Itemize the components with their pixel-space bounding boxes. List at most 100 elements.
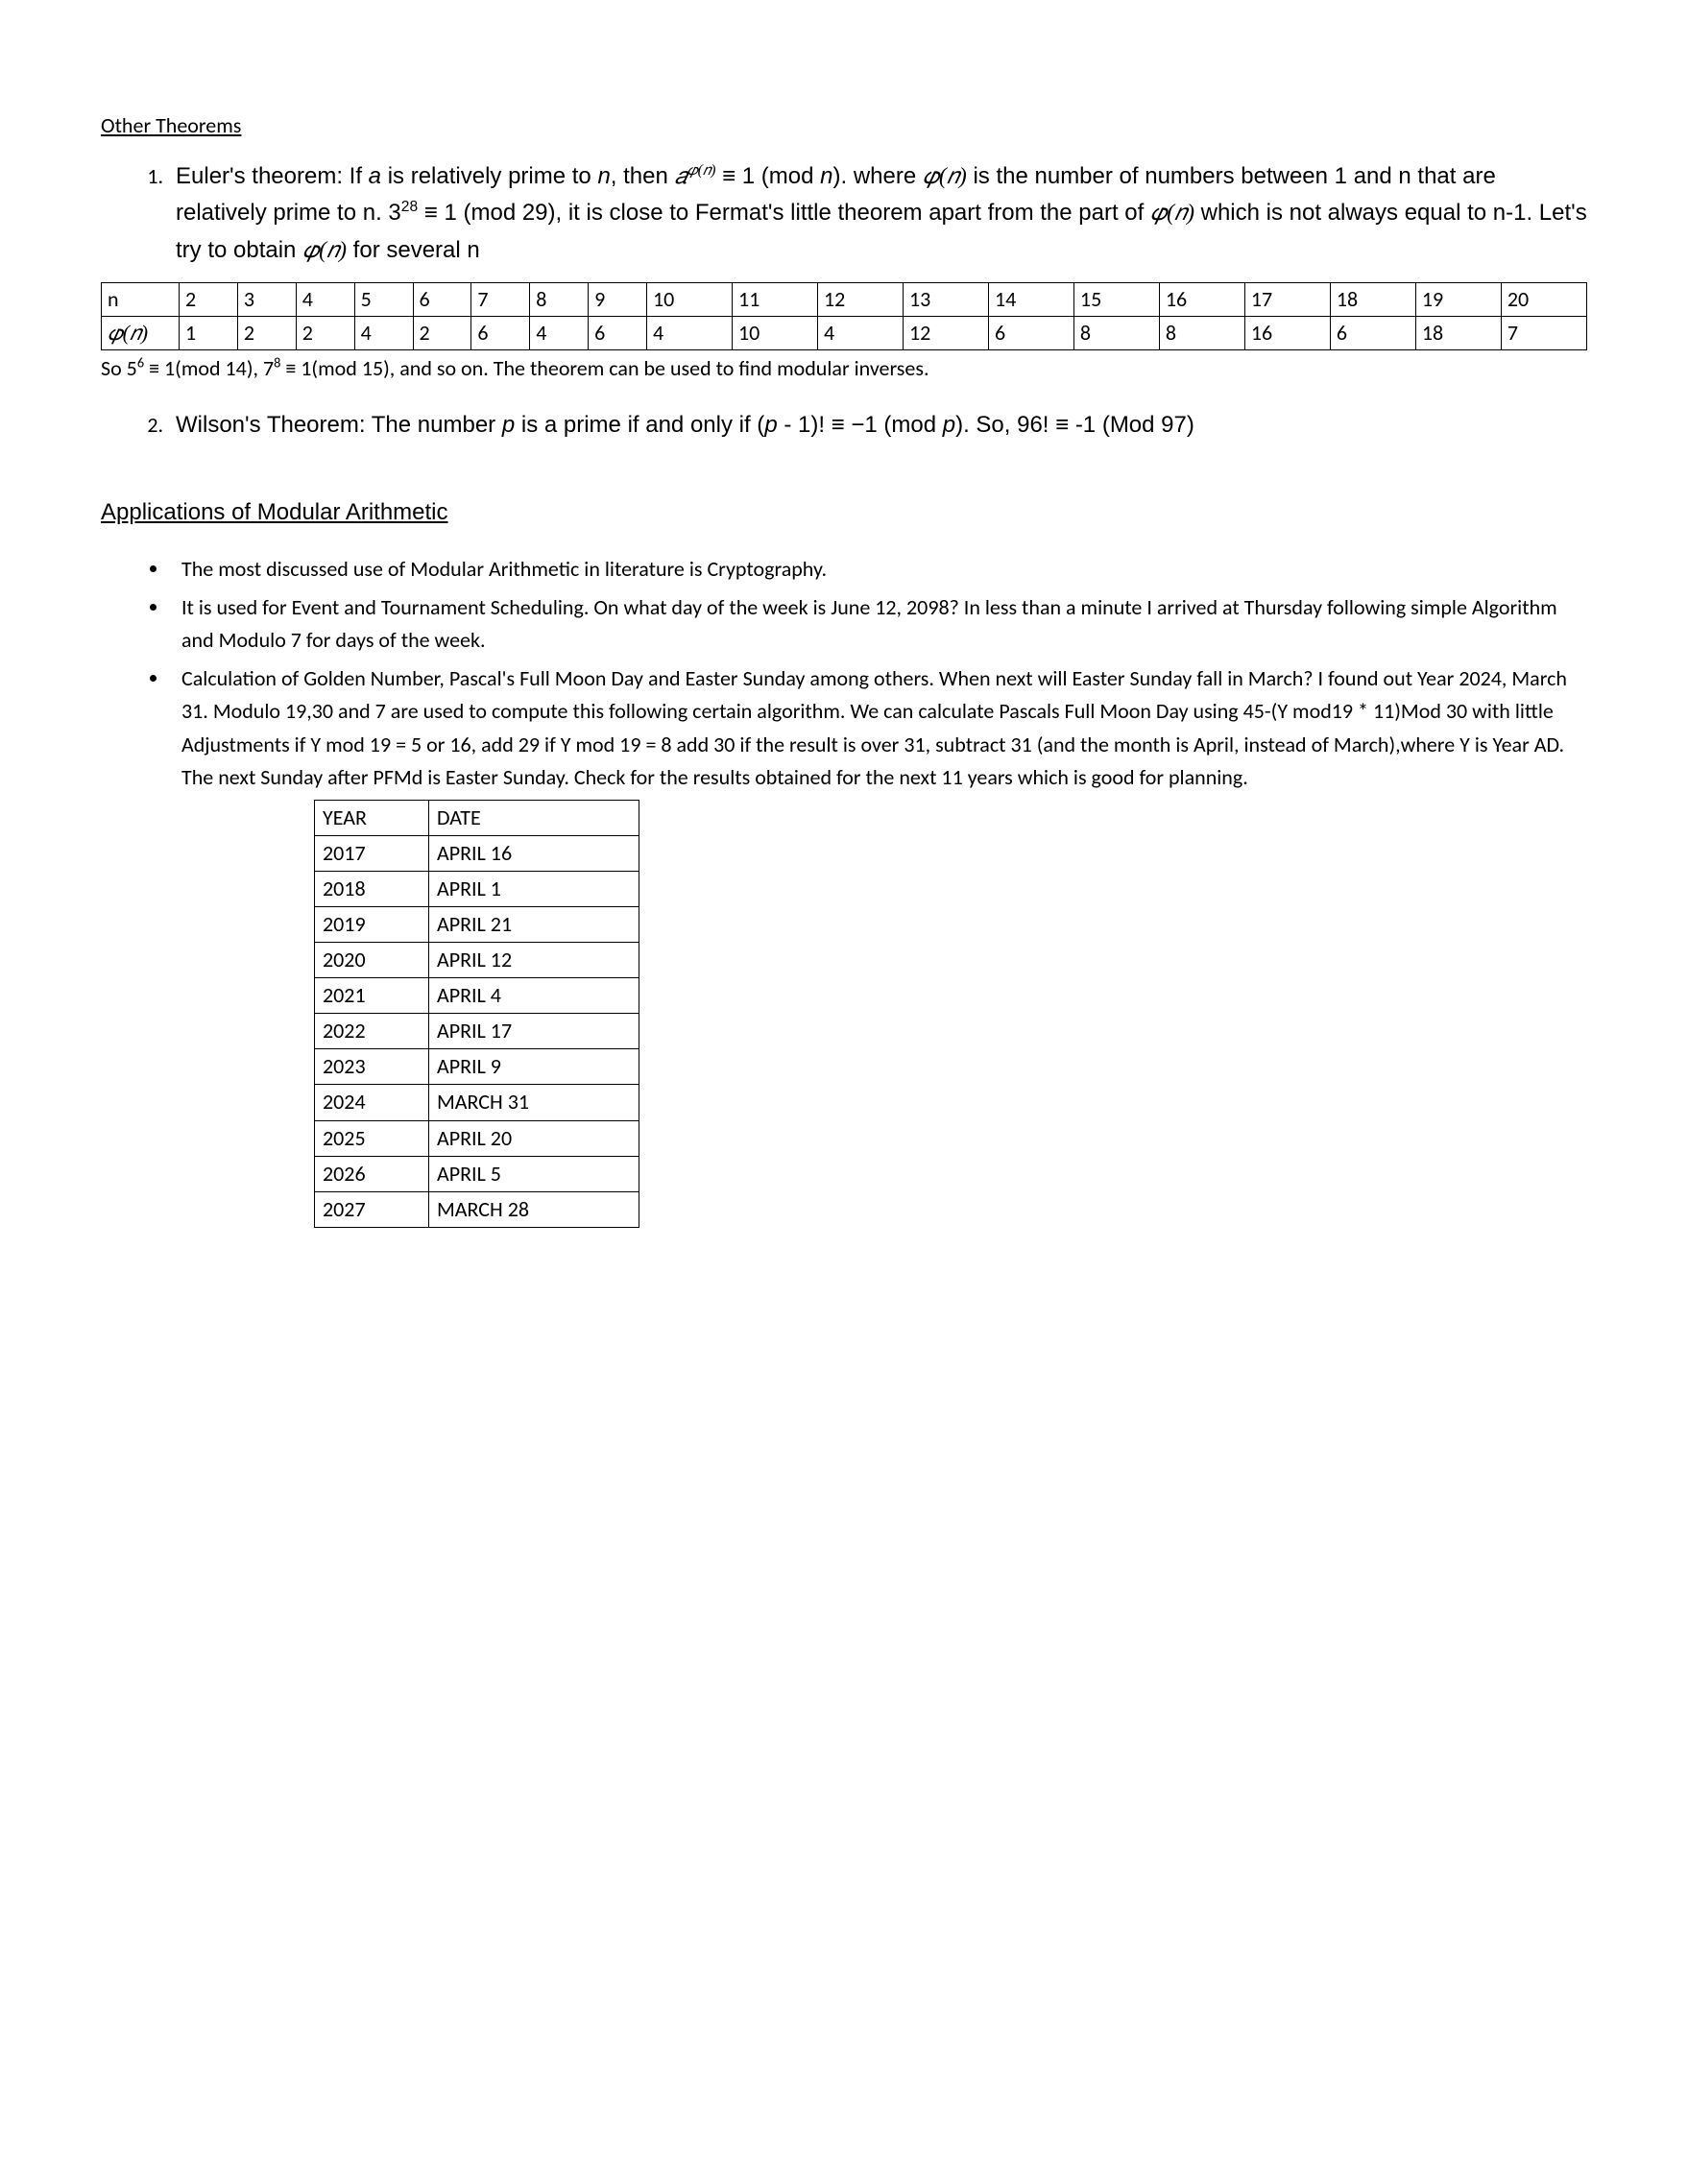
phi-table-cell: 2 (237, 316, 296, 349)
phi-table-cell: 16 (1244, 316, 1330, 349)
easter-header-cell: DATE (429, 800, 639, 835)
phi-table-cell: 12 (903, 316, 988, 349)
easter-cell: MARCH 28 (429, 1191, 639, 1227)
phi-table-cell: 7 (1501, 316, 1586, 349)
easter-cell: APRIL 17 (429, 1014, 639, 1049)
phi-table-cell: 1 (180, 316, 238, 349)
easter-cell: APRIL 16 (429, 835, 639, 871)
easter-cell: 2019 (315, 906, 429, 942)
phi-table-cell: 2 (180, 283, 238, 317)
text: ). So, 96! ≡ -1 (Mod 97) (955, 412, 1194, 438)
phi-table-cell: 4 (817, 316, 903, 349)
var-n: n (597, 163, 610, 189)
easter-row: 2022APRIL 17 (315, 1014, 639, 1049)
var-p: p (502, 412, 515, 438)
phi-table-cell: 3 (237, 283, 296, 317)
easter-cell: 2027 (315, 1191, 429, 1227)
phi-table-cell: 6 (471, 316, 530, 349)
easter-row: 2020APRIL 12 (315, 943, 639, 978)
bullet-crypto: The most discussed use of Modular Arithm… (170, 553, 1587, 586)
phi-table-cell: 6 (1330, 316, 1415, 349)
easter-cell: APRIL 1 (429, 871, 639, 906)
easter-cell: MARCH 31 (429, 1085, 639, 1120)
text: - 1)! ≡ −1 (mod (778, 412, 943, 438)
easter-row: 2026APRIL 5 (315, 1156, 639, 1191)
phi-table-cell: 8 (530, 283, 589, 317)
easter-cell: APRIL 20 (429, 1120, 639, 1156)
phi-table-cell: 4 (296, 283, 354, 317)
text: is a prime if and only if ( (515, 412, 764, 438)
phi-table-cell: 12 (817, 283, 903, 317)
phi-table-row-phi: 𝜑(𝑛) 12242646410412688166187 (102, 316, 1587, 349)
var-a: a (369, 163, 381, 189)
easter-row: 2021APRIL 4 (315, 978, 639, 1014)
text: ≡ 1 (mod (715, 163, 820, 189)
text: for several n (347, 237, 480, 263)
text: Euler's theorem: If (176, 163, 369, 189)
var-p: p (764, 412, 777, 438)
easter-cell: APRIL 9 (429, 1049, 639, 1085)
phi-table-cell: 17 (1244, 283, 1330, 317)
euler-text: Euler's theorem: If a is relatively prim… (176, 163, 1587, 263)
phi-table-cell: 2 (296, 316, 354, 349)
phi-table-cell: 4 (647, 316, 733, 349)
phi-table-cell: 20 (1501, 283, 1586, 317)
easter-cell: 2024 (315, 1085, 429, 1120)
row-label: 𝜑(𝑛) (102, 316, 180, 349)
after-table-text: So 56 ≡ 1(mod 14), 78 ≡ 1(mod 15), and s… (101, 352, 1587, 384)
phi-table-cell: 14 (988, 283, 1073, 317)
bullet-scheduling: It is used for Event and Tournament Sche… (170, 591, 1587, 657)
phi-table-cell: 5 (354, 283, 413, 317)
easter-cell: 2026 (315, 1156, 429, 1191)
phi-table-cell: 6 (589, 316, 647, 349)
heading-other-theorems: Other Theorems (101, 110, 1587, 141)
phi-table-cell: 4 (354, 316, 413, 349)
phi-table-cell: 7 (471, 283, 530, 317)
bullet-easter: Calculation of Golden Number, Pascal's F… (170, 662, 1587, 1228)
var-p: p (943, 412, 955, 438)
phi-table-cell: 2 (413, 316, 471, 349)
text: So 5 (101, 355, 137, 381)
row-label: n (102, 283, 180, 317)
easter-header-row: YEARDATE (315, 800, 639, 835)
var-n: n (820, 163, 832, 189)
easter-cell: 2020 (315, 943, 429, 978)
theorem-euler: Euler's theorem: If a is relatively prim… (168, 158, 1587, 269)
expr-base: 𝑎 (675, 164, 687, 189)
phi-table-cell: 8 (1073, 316, 1159, 349)
easter-cell: APRIL 12 (429, 943, 639, 978)
phi-table-row-n: n 234567891011121314151617181920 (102, 283, 1587, 317)
phi-table-cell: 19 (1415, 283, 1501, 317)
text: ). where (832, 163, 922, 189)
phi-table-cell: 11 (732, 283, 817, 317)
phi-n: 𝜑(𝑛) (923, 164, 967, 189)
easter-cell: 2018 (315, 871, 429, 906)
phi-table-cell: 10 (647, 283, 733, 317)
easter-cell: 2022 (315, 1014, 429, 1049)
text: ≡ 1(mod 15), and so on. The theorem can … (280, 355, 928, 381)
theorem-list-2: Wilson's Theorem: The number p is a prim… (101, 407, 1587, 444)
easter-row: 2018APRIL 1 (315, 871, 639, 906)
easter-cell: APRIL 4 (429, 978, 639, 1014)
text: ≡ 1(mod 14), 7 (144, 355, 274, 381)
phi-table-cell: 13 (903, 283, 988, 317)
exp: 28 (401, 199, 418, 215)
theorem-list: Euler's theorem: If a is relatively prim… (101, 158, 1587, 269)
text: , then (611, 163, 675, 189)
phi-table-cell: 8 (1159, 316, 1244, 349)
phi-table-cell: 6 (988, 316, 1073, 349)
text: Calculation of Golden Number, Pascal's F… (181, 665, 1567, 789)
text: is relatively prime to (381, 163, 597, 189)
phi-n: 𝜑(𝑛) (1150, 201, 1194, 226)
phi-table-cell: 16 (1159, 283, 1244, 317)
phi-table-cell: 6 (413, 283, 471, 317)
phi-table: n 234567891011121314151617181920 𝜑(𝑛) 12… (101, 282, 1587, 350)
phi-table-cell: 18 (1330, 283, 1415, 317)
phi-label: 𝜑(𝑛) (108, 321, 148, 345)
easter-row: 2017APRIL 16 (315, 835, 639, 871)
phi-table-cell: 4 (530, 316, 589, 349)
easter-cell: 2023 (315, 1049, 429, 1085)
easter-row: 2027MARCH 28 (315, 1191, 639, 1227)
easter-cell: 2025 (315, 1120, 429, 1156)
easter-cell: APRIL 5 (429, 1156, 639, 1191)
